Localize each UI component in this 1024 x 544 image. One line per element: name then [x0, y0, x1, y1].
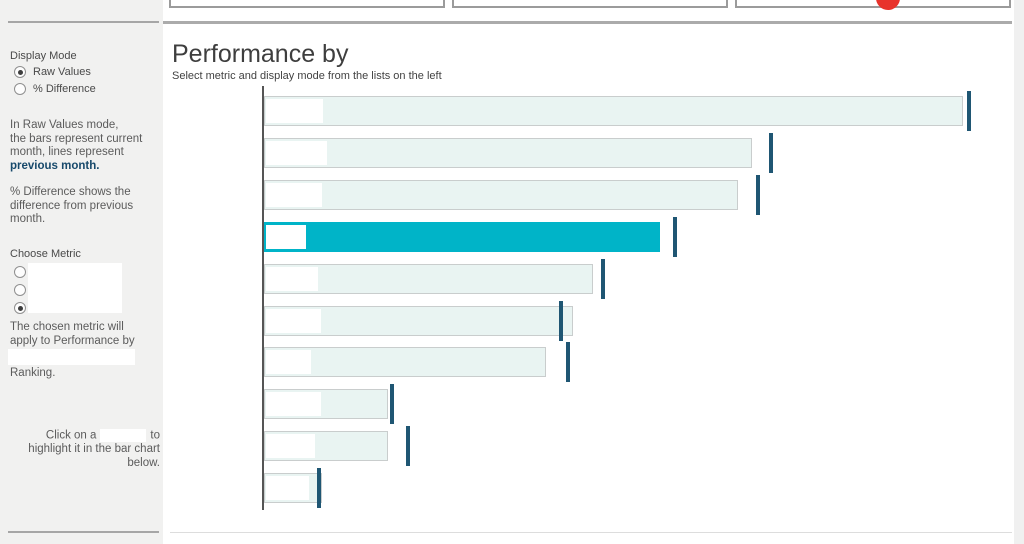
previous-month-emphasis: previous month. — [10, 159, 100, 172]
bar-highlighted[interactable] — [264, 222, 660, 252]
note-line: difference from previous — [10, 199, 134, 212]
metric-radio-3[interactable] — [14, 301, 26, 315]
choose-metric-label: Choose Metric — [10, 248, 81, 260]
previous-month-reference-line — [967, 91, 971, 131]
click-hint-line3: below. — [127, 456, 160, 469]
previous-month-reference-line — [559, 301, 563, 341]
radio-percent-difference-label: % Difference — [33, 83, 96, 95]
metric-note-mask — [8, 349, 135, 365]
note-line: In Raw Values mode, — [10, 119, 119, 131]
radio-raw-values-label: Raw Values — [33, 66, 91, 78]
main-top-divider — [163, 21, 1012, 24]
previous-month-reference-line — [756, 175, 760, 215]
note-line: % Difference shows the — [10, 186, 131, 198]
radio-button-icon[interactable] — [14, 302, 26, 314]
top-card-2[interactable] — [452, 0, 728, 8]
bar[interactable] — [264, 180, 738, 210]
raw-values-note: In Raw Values mode, the bars represent c… — [10, 119, 142, 173]
previous-month-reference-line — [317, 468, 321, 508]
bar-label-mask — [266, 225, 306, 249]
previous-month-reference-line — [601, 259, 605, 299]
bar-label-mask — [266, 392, 321, 416]
click-hint-line1: Click on a to — [8, 429, 160, 443]
top-card-1[interactable] — [169, 0, 445, 8]
page-title: Performance by — [172, 40, 349, 68]
sidebar-top-divider — [8, 21, 159, 23]
hint-text: Click on a — [45, 429, 97, 442]
display-mode-label: Display Mode — [10, 50, 77, 62]
bar-label-mask — [266, 350, 311, 374]
metric-radio-2[interactable] — [14, 283, 26, 297]
bar[interactable] — [264, 264, 593, 294]
sidebar: Display Mode Raw Values % Difference In … — [0, 0, 163, 544]
radio-button-icon[interactable] — [14, 284, 26, 296]
bar-label-mask — [266, 434, 315, 458]
bar-label-mask — [266, 183, 322, 207]
bar-label-mask — [266, 99, 323, 123]
bar-label-mask — [266, 267, 318, 291]
note-line: The chosen metric will — [10, 321, 124, 333]
difference-note: % Difference shows the difference from p… — [10, 186, 133, 227]
metric-labels-mask — [28, 263, 122, 313]
previous-month-reference-line — [566, 342, 570, 382]
red-alert-indicator-icon — [876, 0, 900, 10]
note-line: the bars represent current — [10, 132, 143, 145]
bar[interactable] — [264, 138, 752, 168]
radio-button-icon[interactable] — [14, 66, 26, 78]
metric-note: The chosen metric will apply to Performa… — [10, 321, 135, 348]
radio-button-icon[interactable] — [14, 83, 26, 95]
bar-label-mask — [266, 476, 309, 500]
page-subtitle: Select metric and display mode from the … — [172, 70, 442, 82]
hint-text: to — [150, 429, 160, 442]
note-line: Ranking. — [10, 367, 56, 379]
radio-raw-values[interactable]: Raw Values — [14, 65, 91, 79]
previous-month-reference-line — [406, 426, 410, 466]
bar-label-mask — [266, 309, 321, 333]
chart-y-axis-line — [262, 86, 264, 510]
click-hint: Click on a to highlight it in the bar cha… — [8, 429, 160, 470]
note-line: apply to Performance by — [10, 334, 135, 347]
sidebar-bottom-divider — [8, 531, 159, 533]
previous-month-reference-line — [769, 133, 773, 173]
radio-percent-difference[interactable]: % Difference — [14, 82, 96, 96]
metric-radio-1[interactable] — [14, 265, 26, 279]
note-line: month, lines represent — [10, 146, 124, 158]
previous-month-reference-line — [390, 384, 394, 424]
previous-month-reference-line — [673, 217, 677, 257]
panel-bottom-divider — [170, 532, 1012, 533]
note-line: month. — [10, 213, 46, 225]
bar[interactable] — [264, 96, 963, 126]
ranking-label: Ranking. — [10, 367, 55, 381]
top-card-3[interactable] — [735, 0, 1011, 8]
bar[interactable] — [264, 347, 546, 377]
click-hint-line2: highlight it in the bar chart — [28, 443, 160, 456]
radio-button-icon[interactable] — [14, 266, 26, 278]
click-hint-mask — [100, 429, 147, 442]
bar-label-mask — [266, 141, 327, 165]
